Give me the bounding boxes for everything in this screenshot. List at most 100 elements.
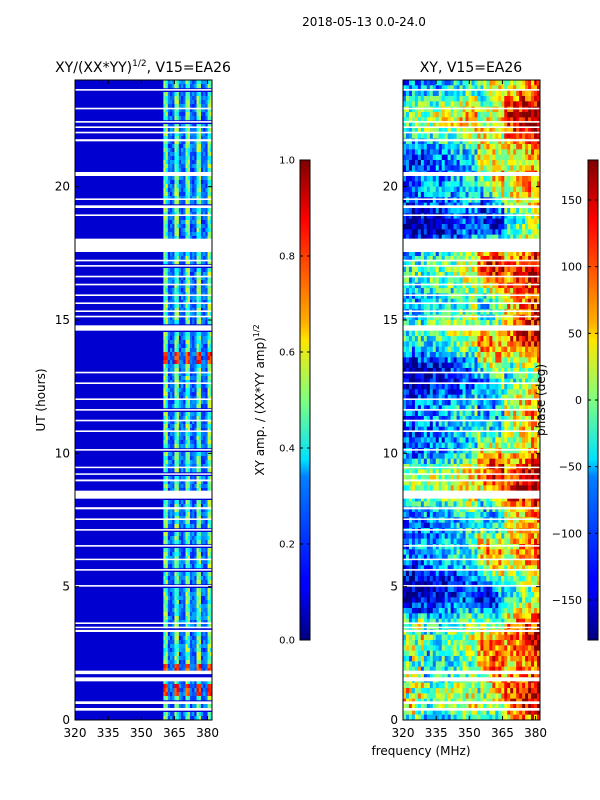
phase-cell [492, 106, 496, 113]
phase-cell [408, 218, 413, 225]
amplitude-cell [189, 208, 193, 213]
amplitude-cell [174, 524, 177, 529]
amplitude-cell [207, 540, 211, 545]
amplitude-cell [187, 144, 191, 149]
amplitude-cell [170, 256, 173, 261]
amplitude-cell [189, 144, 193, 149]
amplitude-cell [189, 692, 193, 697]
phase-cell [444, 106, 448, 113]
amplitude-cell [183, 468, 186, 473]
amplitude-cell [207, 140, 211, 145]
amplitude-cell [183, 168, 186, 173]
phase-cell [426, 261, 431, 267]
phase-cell [531, 138, 535, 145]
phase-cell [432, 149, 437, 155]
phase-cell [537, 149, 541, 155]
phase-cell [441, 288, 445, 294]
amplitude-cell [192, 336, 195, 341]
amplitude-cell [205, 524, 208, 529]
amplitude-cell [178, 316, 182, 321]
amplitude-cell [187, 304, 191, 309]
amplitude-cell [167, 520, 171, 525]
amplitude-cell [174, 148, 177, 153]
amplitude-cell [176, 220, 180, 225]
amplitude-cell [203, 144, 206, 149]
phase-cell [432, 282, 437, 289]
phase-cell [501, 101, 505, 107]
phase-cell [474, 234, 478, 241]
amplitude-cell [209, 504, 213, 509]
phase-cell [414, 117, 419, 123]
phase-cell [480, 85, 484, 91]
amplitude-cell [183, 560, 186, 565]
phase-cell [438, 128, 443, 134]
amplitude-cell [176, 360, 180, 365]
phase-cell [534, 117, 538, 123]
amplitude-cell [189, 280, 193, 285]
phase-cell [444, 250, 448, 257]
amplitude-cell [167, 552, 171, 557]
amplitude-cell [209, 160, 213, 165]
phase-cell [486, 106, 490, 113]
amplitude-cell [170, 400, 173, 405]
phase-cell [405, 266, 410, 273]
amplitude-cell [183, 572, 186, 577]
amplitude-cell [198, 308, 202, 313]
phase-cell [453, 218, 457, 225]
amplitude-cell [176, 484, 180, 489]
amplitude-cell [183, 596, 186, 601]
amplitude-cell [174, 400, 177, 405]
amplitude-cell [207, 344, 211, 349]
phase-cell [450, 277, 454, 283]
amplitude-cell [167, 288, 171, 293]
amplitude-cell [172, 692, 175, 697]
phase-cell [403, 218, 407, 225]
phase-cell [492, 165, 496, 171]
amplitude-cell [174, 300, 177, 305]
phase-cell [420, 208, 425, 214]
phase-cell [489, 266, 493, 273]
amplitude-cell [194, 428, 197, 433]
amplitude-cell [165, 520, 169, 525]
amplitude-cell [194, 508, 197, 513]
phase-cell [447, 208, 451, 214]
phase-cell [462, 272, 466, 278]
amplitude-cell [176, 212, 180, 217]
amplitude-cell [163, 620, 166, 625]
amplitude-cell [172, 488, 175, 493]
amplitude-cell [205, 112, 208, 117]
phase-cell [403, 282, 407, 289]
phase-cell [525, 122, 529, 129]
phase-cell [435, 250, 440, 257]
amplitude-panel-title: XY/(XX*YY)1/2, V15=EA26 [55, 59, 231, 76]
phase-cell [513, 181, 517, 187]
amplitude-cell [185, 536, 188, 541]
phase-cell [405, 181, 410, 187]
phase-cell [450, 85, 454, 91]
amplitude-cell [205, 692, 208, 697]
phase-cell [405, 138, 410, 145]
phase-cell [504, 213, 508, 219]
amplitude-cell [167, 372, 171, 377]
amplitude-cell [167, 384, 171, 389]
amplitude-cell [205, 632, 208, 637]
phase-cell [474, 261, 478, 267]
phase-cell [507, 218, 511, 225]
amplitude-cell [185, 336, 188, 341]
amplitude-cell [196, 540, 200, 545]
phase-cell [450, 192, 454, 198]
phase-cell [501, 213, 505, 219]
amplitude-cell [205, 696, 208, 701]
phase-cell [483, 117, 487, 123]
amplitude-cell [185, 388, 188, 393]
phase-cell [429, 250, 434, 257]
phase-cell [403, 186, 407, 193]
amplitude-cell [189, 588, 193, 593]
amplitude-cell [176, 716, 180, 721]
amplitude-cell [172, 140, 175, 145]
phase-cell [465, 261, 469, 267]
amplitude-cell [170, 184, 173, 189]
phase-cell [403, 266, 407, 273]
amplitude-cell [165, 504, 169, 509]
phase-cell [459, 208, 463, 214]
